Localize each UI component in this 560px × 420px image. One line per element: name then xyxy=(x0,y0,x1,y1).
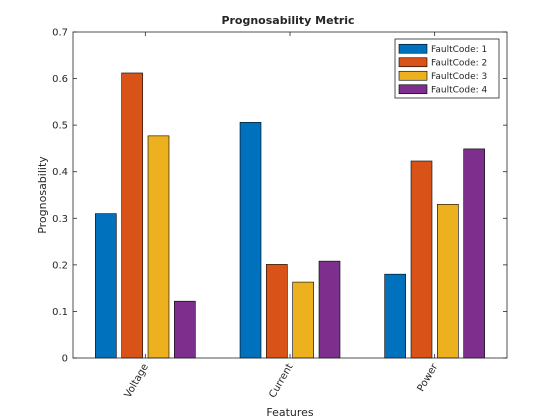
bar-power-series-1 xyxy=(384,273,406,359)
legend-label-2: FaultCode: 2 xyxy=(431,58,487,68)
bar-voltage-series-2 xyxy=(121,72,143,359)
y-tick-label: 0.7 xyxy=(52,28,68,39)
bar-voltage-series-3 xyxy=(147,135,170,359)
legend-swatch-1 xyxy=(398,43,428,54)
bar-current-series-2 xyxy=(266,264,288,359)
x-axis-label: Features xyxy=(266,406,314,419)
y-tick-label: 0.3 xyxy=(52,214,68,225)
y-tick-label: 0.6 xyxy=(52,74,68,85)
bar-current-series-1 xyxy=(239,122,262,359)
legend-label-3: FaultCode: 3 xyxy=(431,72,487,82)
legend-label-1: FaultCode: 1 xyxy=(431,45,487,55)
legend-swatch-3 xyxy=(398,70,428,81)
y-tick-label: 0.5 xyxy=(52,121,68,132)
legend-swatch-2 xyxy=(398,57,428,68)
legend-label-4: FaultCode: 4 xyxy=(431,85,488,95)
legend: FaultCode: 1 FaultCode: 2 FaultCode: 3 Faul… xyxy=(394,38,500,99)
bar-voltage-series-1 xyxy=(95,213,117,359)
y-tick-label: 0.1 xyxy=(52,307,68,318)
y-tick-label: 0.4 xyxy=(52,167,68,178)
y-tick-label: 0 xyxy=(62,354,68,365)
y-tick-label: 0.2 xyxy=(52,260,68,271)
legend-swatch-4 xyxy=(398,84,428,95)
bar-voltage-series-4 xyxy=(174,300,196,359)
y-axis: 0 0.1 0.2 0.3 0.4 0.5 0.6 0.7 xyxy=(52,28,507,365)
bar-current-series-3 xyxy=(292,281,314,359)
y-axis-label: Prognosability xyxy=(36,156,49,234)
bar-power-series-2 xyxy=(410,160,433,359)
bar-power-series-4 xyxy=(463,148,485,359)
bars-group xyxy=(95,72,485,359)
bar-current-series-4 xyxy=(318,260,341,359)
chart-title: Prognosability Metric xyxy=(221,14,354,27)
bar-power-series-3 xyxy=(437,204,459,359)
